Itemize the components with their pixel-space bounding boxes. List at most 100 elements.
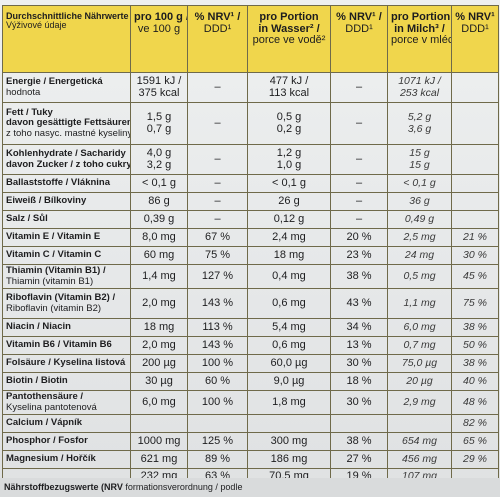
nrv-portion-water: 34 % bbox=[330, 318, 388, 337]
table-row: Folsäure / Kyselina listová 200 µg 100 % 60… bbox=[2, 354, 499, 373]
nrv-per-100g: – bbox=[187, 174, 248, 193]
value-portion-water: 5,4 mg bbox=[247, 318, 331, 337]
table-row: Pantothensäure / Kyselina pantotenová 6,0 … bbox=[2, 390, 499, 415]
table-row: Thiamin (Vitamin B1) / Thiamin (vitamin B… bbox=[2, 264, 499, 289]
nutrient-name: Energie / Energetická hodnota bbox=[2, 72, 131, 103]
table-row: Kohlenhydrate / Sacharidy davon Zucker / … bbox=[2, 144, 499, 175]
value-portion-water: 0,6 mg bbox=[247, 336, 331, 355]
value-per-100g: 1000 mg bbox=[130, 432, 188, 451]
nrv-portion-milk: 38 % bbox=[451, 354, 499, 373]
table-row: Energie / Energetická hodnota 1591 kJ /375… bbox=[2, 72, 499, 103]
nrv-portion-milk: 48 % bbox=[451, 390, 499, 415]
value-portion-milk: 5,2 g 3,6 g bbox=[387, 102, 452, 145]
nrv-portion-milk: 65 % bbox=[451, 432, 499, 451]
value-portion-milk: 0,7 mg bbox=[387, 336, 452, 355]
nutrient-name: Folsäure / Kyselina listová bbox=[2, 354, 131, 373]
nrv-portion-water: 30 % bbox=[330, 354, 388, 373]
value-per-100g: 200 µg bbox=[130, 354, 188, 373]
nrv-portion-milk: 30 % bbox=[451, 246, 499, 265]
nrv-portion-water: – bbox=[330, 210, 388, 229]
value-portion-milk: < 0,1 g bbox=[387, 174, 452, 193]
nrv-portion-milk: 21 % bbox=[451, 228, 499, 247]
table-row: Magnesium / Hořčík 621 mg 89 % 186 mg 27 % 45… bbox=[2, 450, 499, 469]
value-portion-milk: 0,49 g bbox=[387, 210, 452, 229]
nrv-per-100g: 143 % bbox=[187, 336, 248, 355]
nutrient-name: Biotin / Biotin bbox=[2, 372, 131, 391]
nrv-portion-water: 38 % bbox=[330, 432, 388, 451]
nutrient-name: Pantothensäure / Kyselina pantotenová bbox=[2, 390, 131, 415]
nrv-per-100g: – bbox=[187, 192, 248, 211]
header-nrv-100g: % NRV¹ / DDD¹ bbox=[187, 5, 248, 73]
value-portion-water: 0,4 mg bbox=[247, 264, 331, 289]
nrv-per-100g: 89 % bbox=[187, 450, 248, 469]
nrv-portion-water: 38 % bbox=[330, 264, 388, 289]
value-per-100g: 2,0 mg bbox=[130, 288, 188, 319]
nrv-per-100g: – bbox=[187, 144, 248, 175]
footer-note: Nährstoffbezugswerte (NRV formationsvero… bbox=[0, 478, 500, 497]
table-row: Salz / Sůl 0,39 g –0,12 g –0,49 g bbox=[2, 210, 499, 229]
value-portion-milk: 20 µg bbox=[387, 372, 452, 391]
nrv-portion-milk bbox=[451, 192, 499, 211]
value-per-100g: 30 µg bbox=[130, 372, 188, 391]
table-row: Vitamin C / Vitamin C 60 mg 75 % 18 mg 23 % 2… bbox=[2, 246, 499, 265]
nutrition-table: Durchschnittliche Nährwerte / Výživové ú… bbox=[2, 5, 499, 485]
nrv-per-100g: 60 % bbox=[187, 372, 248, 391]
nrv-portion-milk bbox=[451, 72, 499, 103]
nrv-portion-milk: 40 % bbox=[451, 372, 499, 391]
value-per-100g bbox=[130, 414, 188, 433]
value-portion-water: 2,4 mg bbox=[247, 228, 331, 247]
nrv-portion-milk bbox=[451, 210, 499, 229]
nrv-portion-water: 30 % bbox=[330, 390, 388, 415]
value-per-100g: 60 mg bbox=[130, 246, 188, 265]
value-per-100g: 1591 kJ /375 kcal bbox=[130, 72, 188, 103]
nrv-portion-water: 20 % bbox=[330, 228, 388, 247]
nutrient-name: Fett / Tuky davon gesättigte Fettsäuren /… bbox=[2, 102, 131, 145]
nrv-per-100g: – bbox=[187, 102, 248, 145]
value-per-100g: 621 mg bbox=[130, 450, 188, 469]
value-portion-water: 300 mg bbox=[247, 432, 331, 451]
table-row: Calcium / Vápník 82 % bbox=[2, 414, 499, 433]
nrv-per-100g: 67 % bbox=[187, 228, 248, 247]
nrv-portion-water: – bbox=[330, 102, 388, 145]
nrv-portion-water: – bbox=[330, 72, 388, 103]
nrv-portion-milk bbox=[451, 102, 499, 145]
value-portion-milk: 1,1 mg bbox=[387, 288, 452, 319]
header-per-100g: pro 100 g / ve 100 g bbox=[130, 5, 188, 73]
nutrient-name: Thiamin (Vitamin B1) / Thiamin (vitamin B… bbox=[2, 264, 131, 289]
nrv-portion-water: 13 % bbox=[330, 336, 388, 355]
value-per-100g: 1,5 g 0,7 g bbox=[130, 102, 188, 145]
value-portion-water: 1,2 g 1,0 g bbox=[247, 144, 331, 175]
table-row: Niacin / Niacin 18 mg 113 % 5,4 mg 34 % 6,0 m… bbox=[2, 318, 499, 337]
value-per-100g: 8,0 mg bbox=[130, 228, 188, 247]
value-portion-milk bbox=[387, 414, 452, 433]
header-nrv-milk: % NRV¹ DDD¹ bbox=[451, 5, 499, 73]
nrv-per-100g: 75 % bbox=[187, 246, 248, 265]
nutrient-name: Salz / Sůl bbox=[2, 210, 131, 229]
value-portion-water: 186 mg bbox=[247, 450, 331, 469]
value-portion-water: 477 kJ /113 kcal bbox=[247, 72, 331, 103]
value-portion-milk: 6,0 mg bbox=[387, 318, 452, 337]
header-portion-milk: pro Portion in Milch³ / porce v mléce³ bbox=[387, 5, 452, 73]
value-portion-water: 0,5 g 0,2 g bbox=[247, 102, 331, 145]
nrv-portion-milk: 38 % bbox=[451, 318, 499, 337]
value-portion-water: 0,12 g bbox=[247, 210, 331, 229]
value-per-100g: 86 g bbox=[130, 192, 188, 211]
value-portion-milk: 36 g bbox=[387, 192, 452, 211]
nrv-portion-milk: 45 % bbox=[451, 264, 499, 289]
table-row: Fett / Tuky davon gesättigte Fettsäuren /… bbox=[2, 102, 499, 145]
nutrient-name: Kohlenhydrate / Sacharidy davon Zucker / … bbox=[2, 144, 131, 175]
nrv-portion-milk: 75 % bbox=[451, 288, 499, 319]
value-portion-milk: 456 mg bbox=[387, 450, 452, 469]
value-portion-water: 1,8 mg bbox=[247, 390, 331, 415]
nutrient-name: Phosphor / Fosfor bbox=[2, 432, 131, 451]
nutrient-name: Magnesium / Hořčík bbox=[2, 450, 131, 469]
value-portion-milk: 75,0 µg bbox=[387, 354, 452, 373]
table-row: Eiweiß / Bílkoviny 86 g –26 g –36 g bbox=[2, 192, 499, 211]
value-portion-water: 0,6 mg bbox=[247, 288, 331, 319]
nrv-portion-water: – bbox=[330, 192, 388, 211]
nrv-per-100g: 100 % bbox=[187, 354, 248, 373]
header-nutrient: Durchschnittliche Nährwerte / Výživové ú… bbox=[2, 5, 131, 73]
value-portion-water: 9,0 µg bbox=[247, 372, 331, 391]
header-portion-water: pro Portion in Wasser² / porce ve vodě² bbox=[247, 5, 331, 73]
